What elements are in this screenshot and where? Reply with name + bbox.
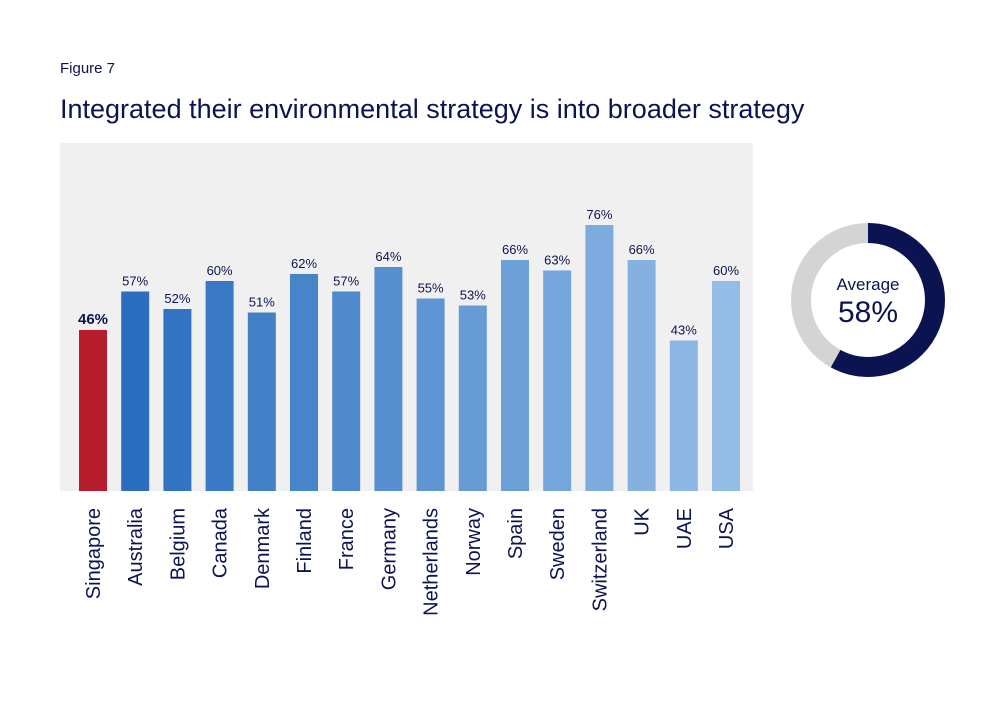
category-label-canada: Canada — [210, 507, 232, 578]
bar-uae — [669, 340, 698, 491]
value-label-usa: 60% — [713, 263, 739, 278]
donut-value-arc — [791, 223, 945, 377]
donut-caption: Average — [836, 275, 899, 294]
category-label-usa: USA — [716, 507, 738, 549]
bar-finland — [290, 274, 318, 491]
category-label-switzerland: Switzerland — [589, 508, 611, 611]
bar-belgium — [163, 309, 192, 491]
value-label-netherlands: 55% — [418, 281, 444, 296]
bar-spain — [501, 260, 529, 491]
bar-sweden — [543, 270, 572, 491]
value-label-norway: 53% — [460, 288, 486, 303]
value-label-denmark: 51% — [249, 295, 275, 310]
category-label-norway: Norway — [463, 508, 485, 576]
value-label-finland: 62% — [291, 256, 317, 271]
category-label-spain: Spain — [505, 508, 527, 559]
category-label-australia: Australia — [125, 507, 147, 586]
category-label-denmark: Denmark — [252, 507, 274, 589]
bar-series: 46% Singapore 57% Australia 52% Belgium 60% Can… — [78, 207, 740, 616]
average-donut: Average 58% — [791, 223, 945, 377]
bar-canada — [205, 281, 234, 491]
bar-denmark — [247, 312, 276, 491]
value-label-france: 57% — [333, 274, 359, 289]
bar-usa — [712, 281, 740, 491]
category-label-uae: UAE — [674, 508, 696, 549]
bar-uk — [627, 260, 656, 491]
category-label-uk: UK — [632, 507, 654, 535]
category-label-finland: Finland — [294, 508, 316, 574]
bar-france — [332, 291, 361, 491]
value-label-switzerland: 76% — [586, 207, 612, 222]
category-label-germany: Germany — [378, 508, 400, 590]
bar-australia — [121, 291, 150, 491]
bar-singapore — [79, 330, 107, 491]
category-label-france: France — [336, 508, 358, 570]
value-label-uae: 43% — [671, 323, 697, 338]
bar-germany — [374, 267, 403, 491]
bar-switzerland — [585, 225, 614, 491]
donut-value: 58% — [838, 296, 898, 329]
figure-label: Figure 7 — [60, 60, 116, 77]
bar-norway — [458, 305, 487, 491]
category-label-sweden: Sweden — [547, 508, 569, 580]
value-label-singapore: 46% — [78, 311, 108, 328]
chart-title: Integrated their environmental strategy … — [60, 94, 805, 124]
category-label-netherlands: Netherlands — [421, 508, 443, 616]
bar-netherlands — [416, 298, 445, 491]
value-label-canada: 60% — [207, 263, 233, 278]
value-label-sweden: 63% — [544, 253, 570, 268]
value-label-uk: 66% — [629, 242, 655, 257]
category-label-singapore: Singapore — [83, 508, 105, 599]
value-label-belgium: 52% — [164, 291, 190, 306]
value-label-spain: 66% — [502, 242, 528, 257]
value-label-germany: 64% — [375, 249, 401, 264]
value-label-australia: 57% — [122, 274, 148, 289]
category-label-belgium: Belgium — [167, 508, 189, 580]
